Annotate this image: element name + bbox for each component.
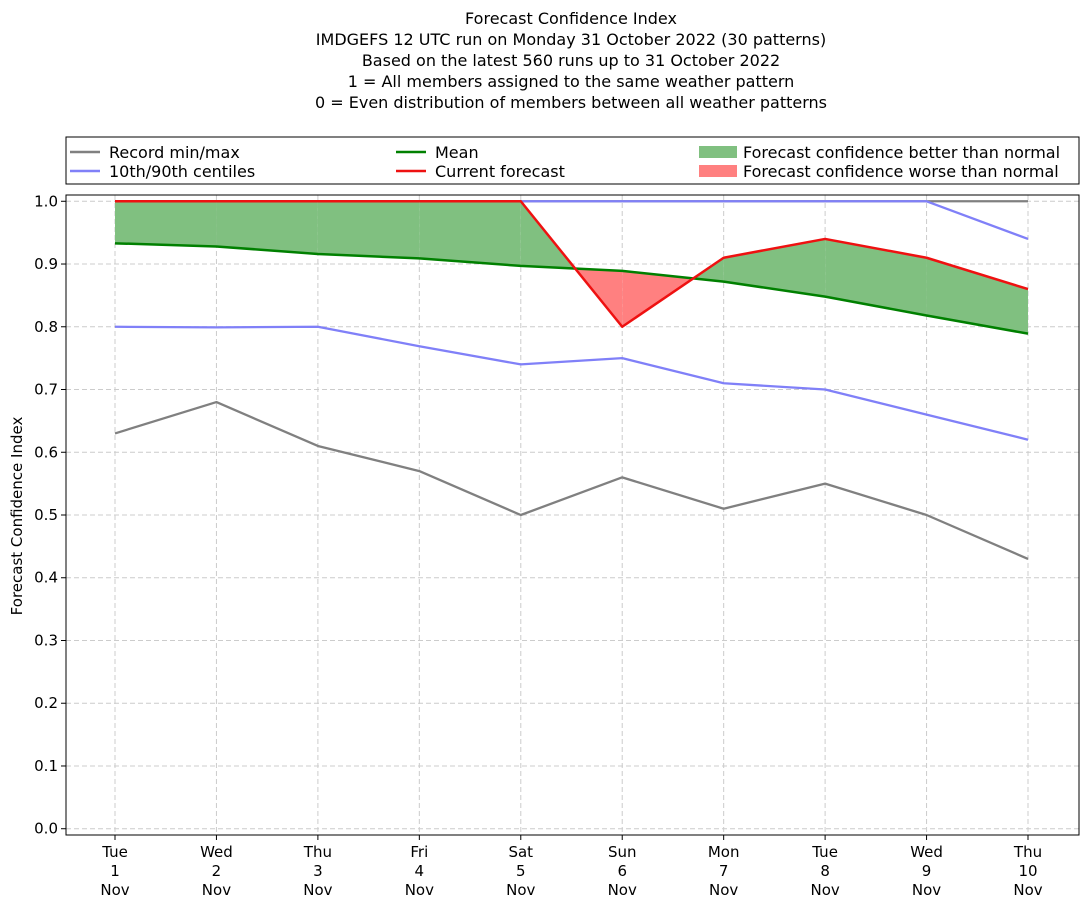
confidence-fills xyxy=(115,201,1028,334)
legend-swatch xyxy=(699,165,737,177)
chart-title-line: IMDGEFS 12 UTC run on Monday 31 October … xyxy=(316,30,826,49)
y-tick-label: 0.8 xyxy=(34,318,58,336)
x-tick-label: Tue 8 Nov xyxy=(810,843,839,899)
fill-better-than-normal xyxy=(825,238,927,316)
fill-better-than-normal xyxy=(115,201,217,247)
fill-better-than-normal xyxy=(926,257,1028,334)
series-lines xyxy=(114,200,1029,560)
y-axis: 0.0 0.1 0.2 0.3 0.4 0.5 0.6 0.7 0.8 0.9 1.0 xyxy=(34,192,66,838)
fill-better-than-normal xyxy=(419,201,521,266)
series-p10 xyxy=(114,325,1029,441)
y-tick-label: 0.1 xyxy=(34,757,58,775)
x-tick-label: Wed 9 Nov xyxy=(910,843,943,899)
legend-label: Mean xyxy=(435,143,479,162)
series-record-min xyxy=(114,400,1029,560)
legend-box xyxy=(65,136,1080,185)
x-tick-label: Wed 2 Nov xyxy=(200,843,233,899)
y-tick-label: 0.4 xyxy=(34,569,58,587)
x-tick-label: Sat 5 Nov xyxy=(506,843,535,899)
x-tick-label: Mon 7 Nov xyxy=(708,843,740,899)
x-axis: Tue 1 Nov Wed 2 Nov Thu 3 Nov Fri 4 Nov Sat 5 Nov Sun 6 N… xyxy=(100,835,1043,899)
y-tick-label: 0.3 xyxy=(34,631,58,649)
y-tick-label: 0.6 xyxy=(34,443,58,461)
legend-swatch xyxy=(699,146,737,158)
x-tick-label: Tue 1 Nov xyxy=(100,843,129,899)
y-tick-label: 0.7 xyxy=(34,381,58,399)
x-tick-label: Thu 3 Nov xyxy=(303,843,333,899)
y-tick-label: 0.0 xyxy=(34,820,58,838)
chart-title-line: Forecast Confidence Index xyxy=(465,9,677,28)
legend-label: Forecast confidence better than normal xyxy=(743,143,1060,162)
x-tick-label: Fri 4 Nov xyxy=(405,843,434,899)
fill-worse-than-normal xyxy=(622,270,694,327)
series-current xyxy=(115,200,1029,329)
x-tick-label: Sun 6 Nov xyxy=(608,843,637,899)
chart-title-line: 1 = All members assigned to the same wea… xyxy=(348,72,795,91)
y-tick-label: 1.0 xyxy=(34,192,58,210)
fill-better-than-normal xyxy=(216,201,318,254)
y-tick-label: 0.5 xyxy=(34,506,58,524)
x-tick-label: Thu 10 Nov xyxy=(1013,843,1043,899)
legend-label: Record min/max xyxy=(109,143,240,162)
fill-better-than-normal xyxy=(317,201,420,259)
legend-label: Current forecast xyxy=(435,162,565,181)
y-tick-label: 0.9 xyxy=(34,255,58,273)
legend-label: Forecast confidence worse than normal xyxy=(743,162,1059,181)
chart-title: Forecast Confidence Index IMDGEFS 12 UTC … xyxy=(315,9,827,112)
chart-title-line: 0 = Even distribution of members between… xyxy=(315,93,827,112)
y-axis-label: Forecast Confidence Index xyxy=(8,417,26,616)
legend-label: 10th/90th centiles xyxy=(109,162,255,181)
chart-title-line: Based on the latest 560 runs up to 31 Oc… xyxy=(362,51,780,70)
series-mean xyxy=(114,242,1029,335)
y-tick-label: 0.2 xyxy=(34,694,58,712)
